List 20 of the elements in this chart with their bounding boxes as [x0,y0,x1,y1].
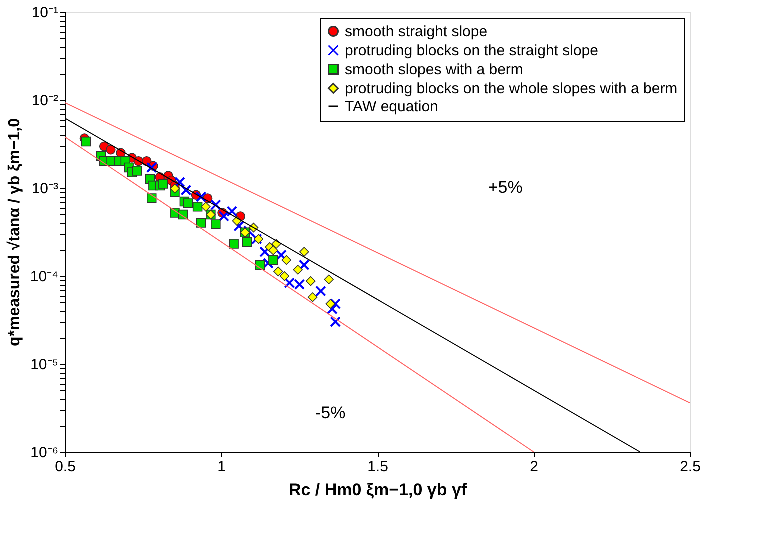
x-tick-label: 2.5 [680,458,701,476]
legend-label: smooth straight slope [345,24,488,40]
x-tick-label: 1 [218,458,226,476]
x-tick-label: 0.5 [55,458,76,476]
x-tick-label: 1.5 [368,458,388,476]
y-tick-label: 10⁻¹ [32,4,58,22]
legend-label: protruding blocks on the whole slopes with a berm [345,80,678,98]
legend-label: smooth slopes with a berm [345,62,524,78]
x-tick-label: 2 [530,458,538,476]
y-tick-label: 10⁻⁶ [30,444,58,462]
y-axis-title: q*measured √tanα / γb ξm−1,0 [6,118,24,347]
y-tick-label: 10⁻² [32,92,58,110]
legend-label: TAW equation [345,98,438,116]
annotation: -5% [316,403,346,422]
y-tick-label: 10⁻³ [32,180,58,198]
y-tick-label: 10⁻⁵ [30,356,58,374]
legend-label: protruding blocks on the straight slope [345,42,598,60]
x-axis-title: Rc / Hm0 ξm−1,0 γb γf [288,480,468,500]
annotation: +5% [488,178,523,197]
y-tick-label: 10⁻⁴ [30,268,58,286]
